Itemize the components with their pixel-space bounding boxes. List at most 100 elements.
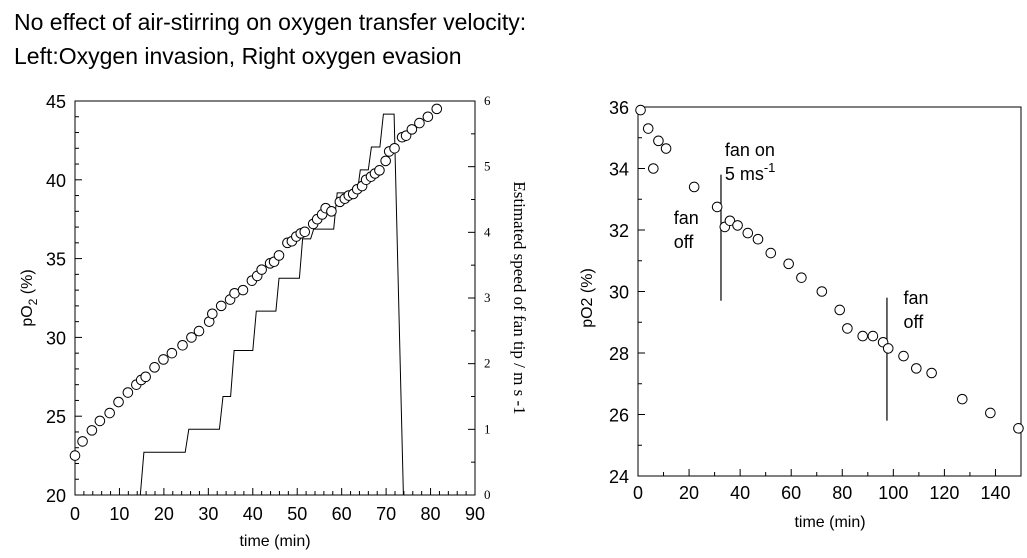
right-data-point	[765, 247, 777, 259]
right-x-axis-ticks: 0 20 40 60 80 100 120 140	[633, 469, 1022, 503]
left-data-point	[140, 371, 151, 383]
left-x-tick-label: 50	[287, 504, 307, 524]
left-data-point	[166, 347, 178, 359]
left-y2-tick-label: 6	[484, 93, 491, 108]
left-data-point	[149, 362, 160, 373]
left-x-tick-label: 90	[465, 504, 485, 524]
left-x-tick-label: 0	[70, 504, 80, 524]
right-data-point	[985, 407, 996, 419]
right-y-tick-label: 32	[609, 221, 629, 241]
right-y-axis-ticks: 24 26 28 30 32 34 36	[609, 98, 645, 487]
left-y-tick-label: 45	[46, 92, 66, 112]
right-y-tick-label: 34	[609, 160, 629, 180]
right-data-point	[653, 135, 664, 147]
left-y2-tick-label: 4	[484, 224, 491, 239]
left-y2-tick-label: 2	[484, 356, 491, 371]
left-data-point	[374, 165, 385, 176]
right-y-tick-label: 26	[609, 406, 629, 426]
right-data-point	[783, 258, 794, 270]
right-data-point	[732, 220, 743, 231]
right-x-tick-label: 20	[679, 483, 699, 503]
right-data-point	[660, 143, 672, 154]
fan-annotation: fan on 5 ms-1	[725, 140, 776, 184]
right-x-tick-label: 80	[832, 483, 852, 503]
left-x-axis-label: time (min)	[239, 533, 310, 550]
right-y-axis-label: pO2 (%)	[579, 268, 596, 328]
fan-event-markers	[720, 174, 888, 421]
left-y-axis-ticks: 20 25 30 35 40 45	[46, 92, 82, 506]
right-data-point	[796, 272, 807, 283]
left-data-point	[256, 264, 267, 275]
right-data-points	[635, 104, 1024, 434]
right-y-tick-label: 36	[609, 98, 629, 118]
right-x-tick-label: 60	[781, 483, 801, 503]
right-x-tick-label: 120	[929, 483, 959, 503]
right-plot-frame	[637, 106, 1022, 477]
left-y-tick-label: 25	[46, 407, 66, 427]
left-data-point	[122, 387, 134, 398]
left-data-point	[406, 124, 418, 135]
left-data-point	[380, 155, 391, 167]
left-data-point	[207, 308, 218, 320]
left-secondary-y-axis-ticks: 0 1 2 3 4 5 6	[468, 93, 491, 502]
left-data-point	[186, 332, 197, 343]
right-y-tick-label: 28	[609, 344, 629, 364]
right-data-point	[926, 367, 937, 379]
right-y-tick-label: 24	[609, 467, 629, 487]
left-data-point	[414, 117, 425, 129]
right-x-axis-label: time (min)	[794, 514, 865, 531]
right-data-point	[956, 393, 968, 405]
left-y-tick-label: 40	[46, 171, 66, 191]
left-data-point	[431, 103, 443, 115]
left-data-point	[94, 415, 106, 427]
left-y-tick-label: 20	[46, 486, 66, 506]
right-data-point	[816, 286, 828, 297]
left-x-tick-label: 40	[243, 504, 263, 524]
right-data-point	[688, 181, 700, 193]
right-data-point	[642, 123, 654, 134]
right-data-point	[1013, 423, 1024, 434]
left-y-tick-label: 30	[46, 328, 66, 348]
left-data-point	[193, 325, 205, 337]
right-data-point	[648, 163, 659, 174]
right-x-tick-label: 0	[633, 483, 643, 503]
left-data-point	[86, 425, 98, 436]
left-data-point	[215, 300, 227, 312]
right-x-tick-label: 140	[980, 483, 1010, 503]
left-x-tick-label: 80	[421, 504, 441, 524]
left-x-tick-label: 10	[109, 504, 129, 524]
left-x-tick-label: 60	[332, 504, 352, 524]
right-x-tick-label: 100	[878, 483, 908, 503]
left-y-axis-label: pO2 (%)	[19, 269, 40, 326]
left-data-point	[158, 354, 169, 365]
left-data-point	[299, 226, 311, 238]
left-data-point	[326, 206, 337, 217]
right-data-point	[882, 343, 894, 354]
left-y2-tick-label: 0	[484, 487, 491, 502]
left-y2-tick-label: 1	[484, 421, 491, 436]
right-x-tick-label: 40	[730, 483, 750, 503]
left-data-point	[69, 450, 81, 461]
left-y-tick-label: 35	[46, 250, 66, 270]
figure-title-line-1: No effect of air-stirring on oxygen tran…	[14, 9, 527, 35]
right-data-point	[857, 330, 868, 342]
fan-speed-step-line	[139, 113, 404, 496]
right-data-point	[742, 227, 754, 239]
right-data-point	[898, 350, 909, 362]
left-x-axis-ticks: 0 10 20 30 40 50 60 70 80 90	[70, 488, 485, 524]
left-y2-tick-label: 5	[484, 159, 491, 174]
left-x-tick-label: 30	[198, 504, 218, 524]
left-x-tick-label: 70	[376, 504, 396, 524]
left-data-point	[77, 436, 88, 447]
fan-annotations: fan on 5 ms-1 fan off fan off	[674, 140, 929, 332]
left-data-point	[422, 111, 434, 123]
right-data-point	[752, 233, 764, 245]
right-data-point	[842, 323, 853, 334]
right-data-point	[834, 304, 846, 316]
left-data-point	[177, 339, 188, 351]
right-data-point	[867, 330, 879, 342]
left-data-point	[104, 407, 115, 419]
left-data-point	[389, 142, 400, 154]
